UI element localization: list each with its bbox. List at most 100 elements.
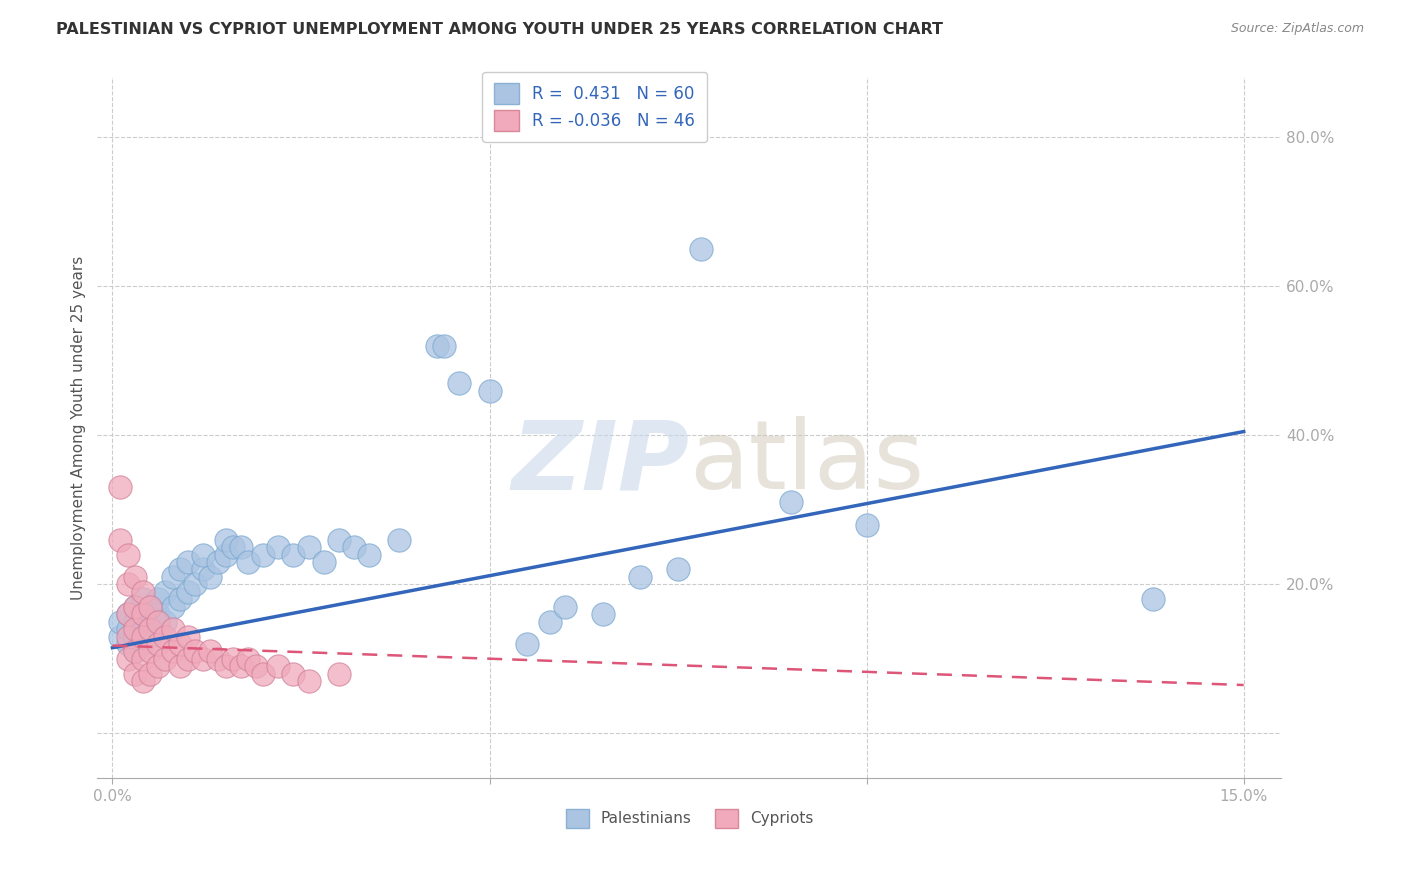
Point	[108, 630, 131, 644]
Point	[780, 495, 803, 509]
Point	[516, 637, 538, 651]
Point	[357, 548, 380, 562]
Point	[252, 666, 274, 681]
Point	[131, 592, 153, 607]
Point	[139, 599, 162, 614]
Point	[191, 562, 214, 576]
Point	[146, 615, 169, 629]
Point	[146, 607, 169, 622]
Point	[155, 615, 177, 629]
Point	[124, 666, 146, 681]
Point	[139, 666, 162, 681]
Point	[117, 637, 139, 651]
Point	[124, 570, 146, 584]
Y-axis label: Unemployment Among Youth under 25 years: Unemployment Among Youth under 25 years	[72, 256, 86, 600]
Point	[229, 540, 252, 554]
Point	[200, 570, 222, 584]
Point	[207, 652, 229, 666]
Point	[124, 630, 146, 644]
Point	[124, 599, 146, 614]
Text: ZIP: ZIP	[512, 417, 689, 509]
Point	[131, 652, 153, 666]
Point	[124, 622, 146, 636]
Point	[478, 384, 501, 398]
Point	[1142, 592, 1164, 607]
Point	[146, 592, 169, 607]
Point	[169, 562, 191, 576]
Point	[155, 585, 177, 599]
Point	[117, 630, 139, 644]
Text: atlas: atlas	[689, 417, 925, 509]
Point	[117, 548, 139, 562]
Point	[139, 644, 162, 658]
Point	[124, 615, 146, 629]
Point	[131, 630, 153, 644]
Point	[214, 548, 236, 562]
Point	[131, 622, 153, 636]
Point	[200, 644, 222, 658]
Point	[177, 585, 200, 599]
Point	[139, 599, 162, 614]
Point	[169, 659, 191, 673]
Point	[297, 674, 319, 689]
Point	[184, 644, 207, 658]
Point	[162, 599, 184, 614]
Point	[117, 607, 139, 622]
Legend: Palestinians, Cypriots: Palestinians, Cypriots	[560, 803, 820, 834]
Point	[689, 242, 711, 256]
Point	[177, 652, 200, 666]
Point	[283, 666, 305, 681]
Point	[229, 659, 252, 673]
Point	[238, 555, 260, 569]
Point	[131, 607, 153, 622]
Point	[222, 540, 245, 554]
Point	[155, 630, 177, 644]
Point	[124, 644, 146, 658]
Point	[538, 615, 561, 629]
Point	[592, 607, 614, 622]
Point	[155, 652, 177, 666]
Point	[554, 599, 576, 614]
Point	[328, 533, 350, 547]
Point	[124, 599, 146, 614]
Point	[328, 666, 350, 681]
Point	[267, 659, 290, 673]
Point	[177, 555, 200, 569]
Point	[146, 622, 169, 636]
Point	[131, 637, 153, 651]
Point	[283, 548, 305, 562]
Point	[177, 630, 200, 644]
Point	[162, 570, 184, 584]
Point	[214, 533, 236, 547]
Point	[117, 622, 139, 636]
Point	[169, 637, 191, 651]
Point	[117, 652, 139, 666]
Point	[214, 659, 236, 673]
Point	[139, 615, 162, 629]
Point	[628, 570, 651, 584]
Point	[117, 607, 139, 622]
Point	[124, 644, 146, 658]
Point	[433, 339, 456, 353]
Point	[169, 592, 191, 607]
Point	[855, 517, 877, 532]
Point	[146, 659, 169, 673]
Point	[343, 540, 366, 554]
Point	[222, 652, 245, 666]
Point	[426, 339, 449, 353]
Point	[245, 659, 267, 673]
Point	[139, 630, 162, 644]
Text: PALESTINIAN VS CYPRIOT UNEMPLOYMENT AMONG YOUTH UNDER 25 YEARS CORRELATION CHART: PALESTINIAN VS CYPRIOT UNEMPLOYMENT AMON…	[56, 22, 943, 37]
Point	[312, 555, 335, 569]
Point	[139, 622, 162, 636]
Point	[108, 533, 131, 547]
Point	[184, 577, 207, 591]
Point	[191, 548, 214, 562]
Point	[131, 674, 153, 689]
Point	[162, 644, 184, 658]
Point	[449, 376, 471, 390]
Point	[108, 615, 131, 629]
Point	[388, 533, 411, 547]
Point	[191, 652, 214, 666]
Point	[162, 622, 184, 636]
